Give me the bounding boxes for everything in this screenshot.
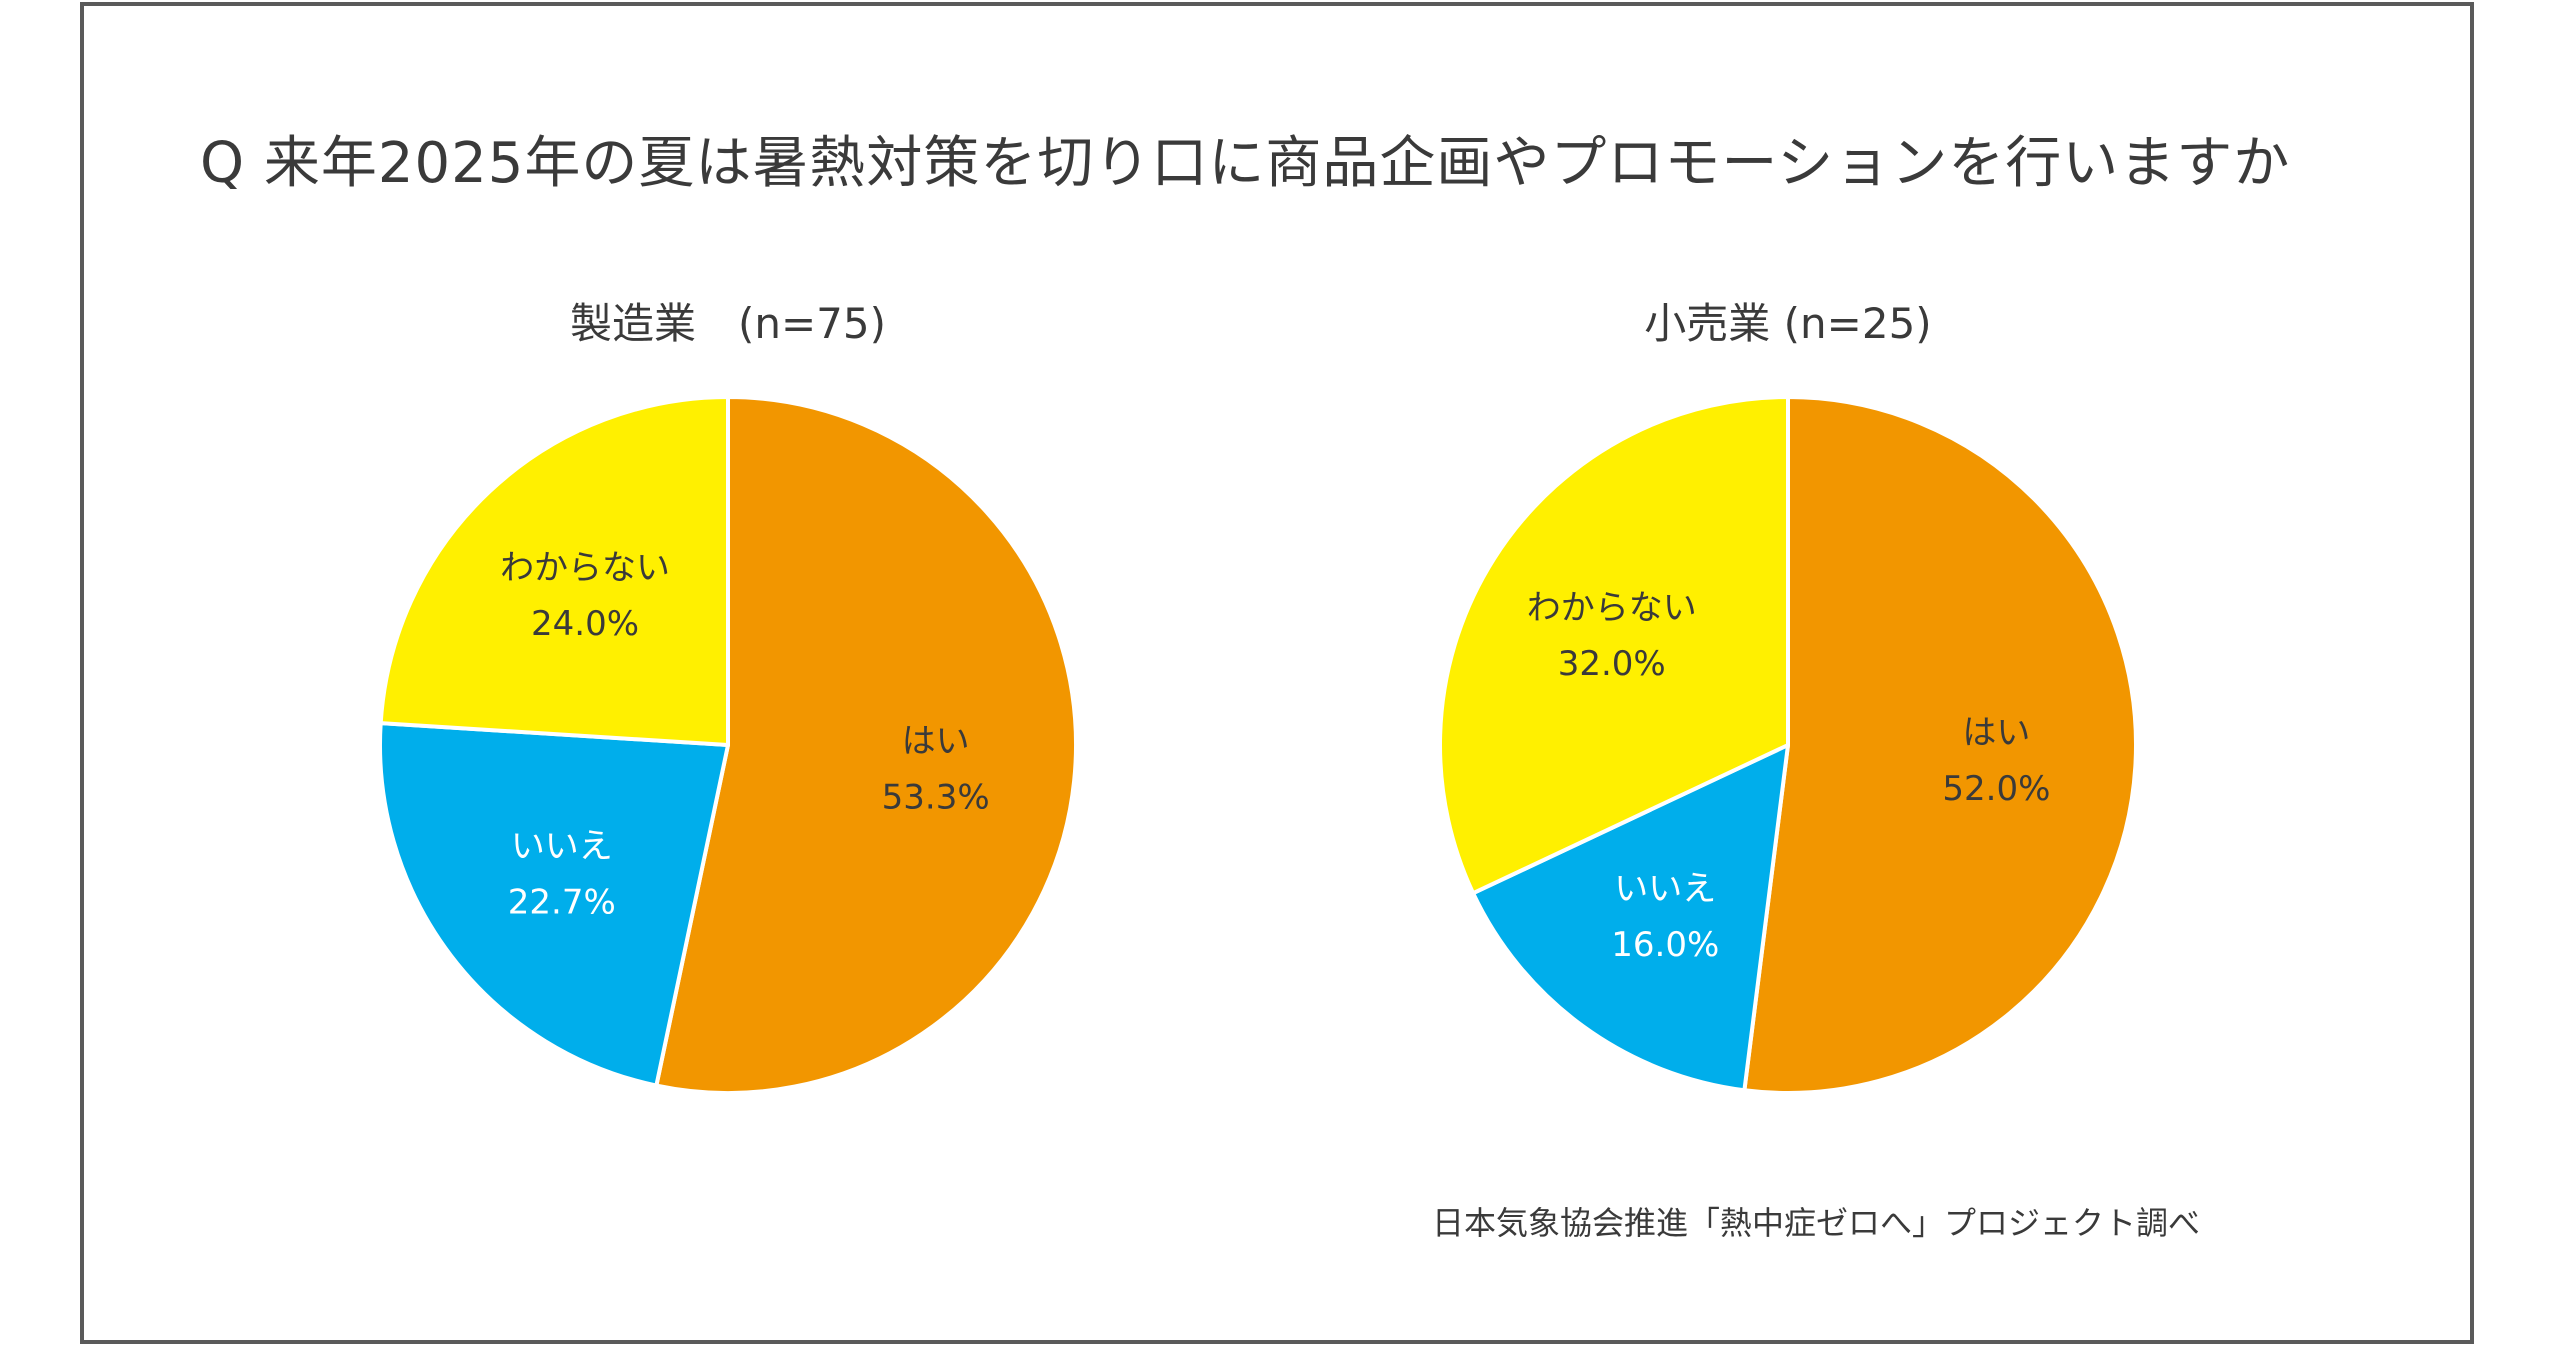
pie-value-manufacturing-0: 53.3% <box>882 778 990 818</box>
pie-value-manufacturing-1: 22.7% <box>508 882 616 922</box>
pie-slice-manufacturing-0 <box>654 395 1078 1095</box>
chart-title-main: Q 来年2025年の夏は暑熱対策を切り口に商品企画やプロモーションを行いますか <box>200 131 2291 196</box>
pie-svg-manufacturing: はい 53.3% いいえ 22.7% わからない 24.0% <box>378 395 1078 1095</box>
pie-slice-retail-0 <box>1742 395 2138 1095</box>
pie-value-retail-2: 32.0% <box>1558 644 1666 684</box>
pie-slice-manufacturing-1 <box>378 721 730 1088</box>
pie-label-manufacturing-2: わからない <box>500 548 670 588</box>
source-note: 日本気象協会推進「熱中症ゼロへ」プロジェクト調べ <box>1432 1204 2201 1242</box>
pie-label-retail-1: いいえ <box>1614 869 1716 909</box>
pie-label-retail-2: わからない <box>1527 588 1697 628</box>
pie-svg-retail: はい 52.0% いいえ 16.0% わからない 32.0% <box>1438 395 2138 1095</box>
pie-slice-manufacturing-2 <box>378 395 730 747</box>
pie-label-manufacturing-1: いいえ <box>511 826 613 866</box>
pie-slice-retail-1 <box>1471 743 1790 1093</box>
pie-value-manufacturing-2: 24.0% <box>531 604 639 644</box>
pie-label-retail-0: はい <box>1962 713 2030 753</box>
pie-chart-manufacturing: はい 53.3% いいえ 22.7% わからない 24.0% 製造業 (n=75) <box>228 280 1228 1130</box>
pie-label-manufacturing-0: はい <box>902 722 970 762</box>
pie-slice-retail-2 <box>1438 395 1790 896</box>
pie-value-retail-1: 16.0% <box>1611 925 1719 965</box>
pie-value-retail-0: 52.0% <box>1942 769 2050 809</box>
pie-title-manufacturing: 製造業 (n=75) <box>569 299 887 348</box>
pie-chart-retail: はい 52.0% いいえ 16.0% わからない 32.0% 小売業 (n=25) <box>1288 280 2288 1130</box>
pie-title-retail: 小売業 (n=25) <box>1644 299 1932 348</box>
